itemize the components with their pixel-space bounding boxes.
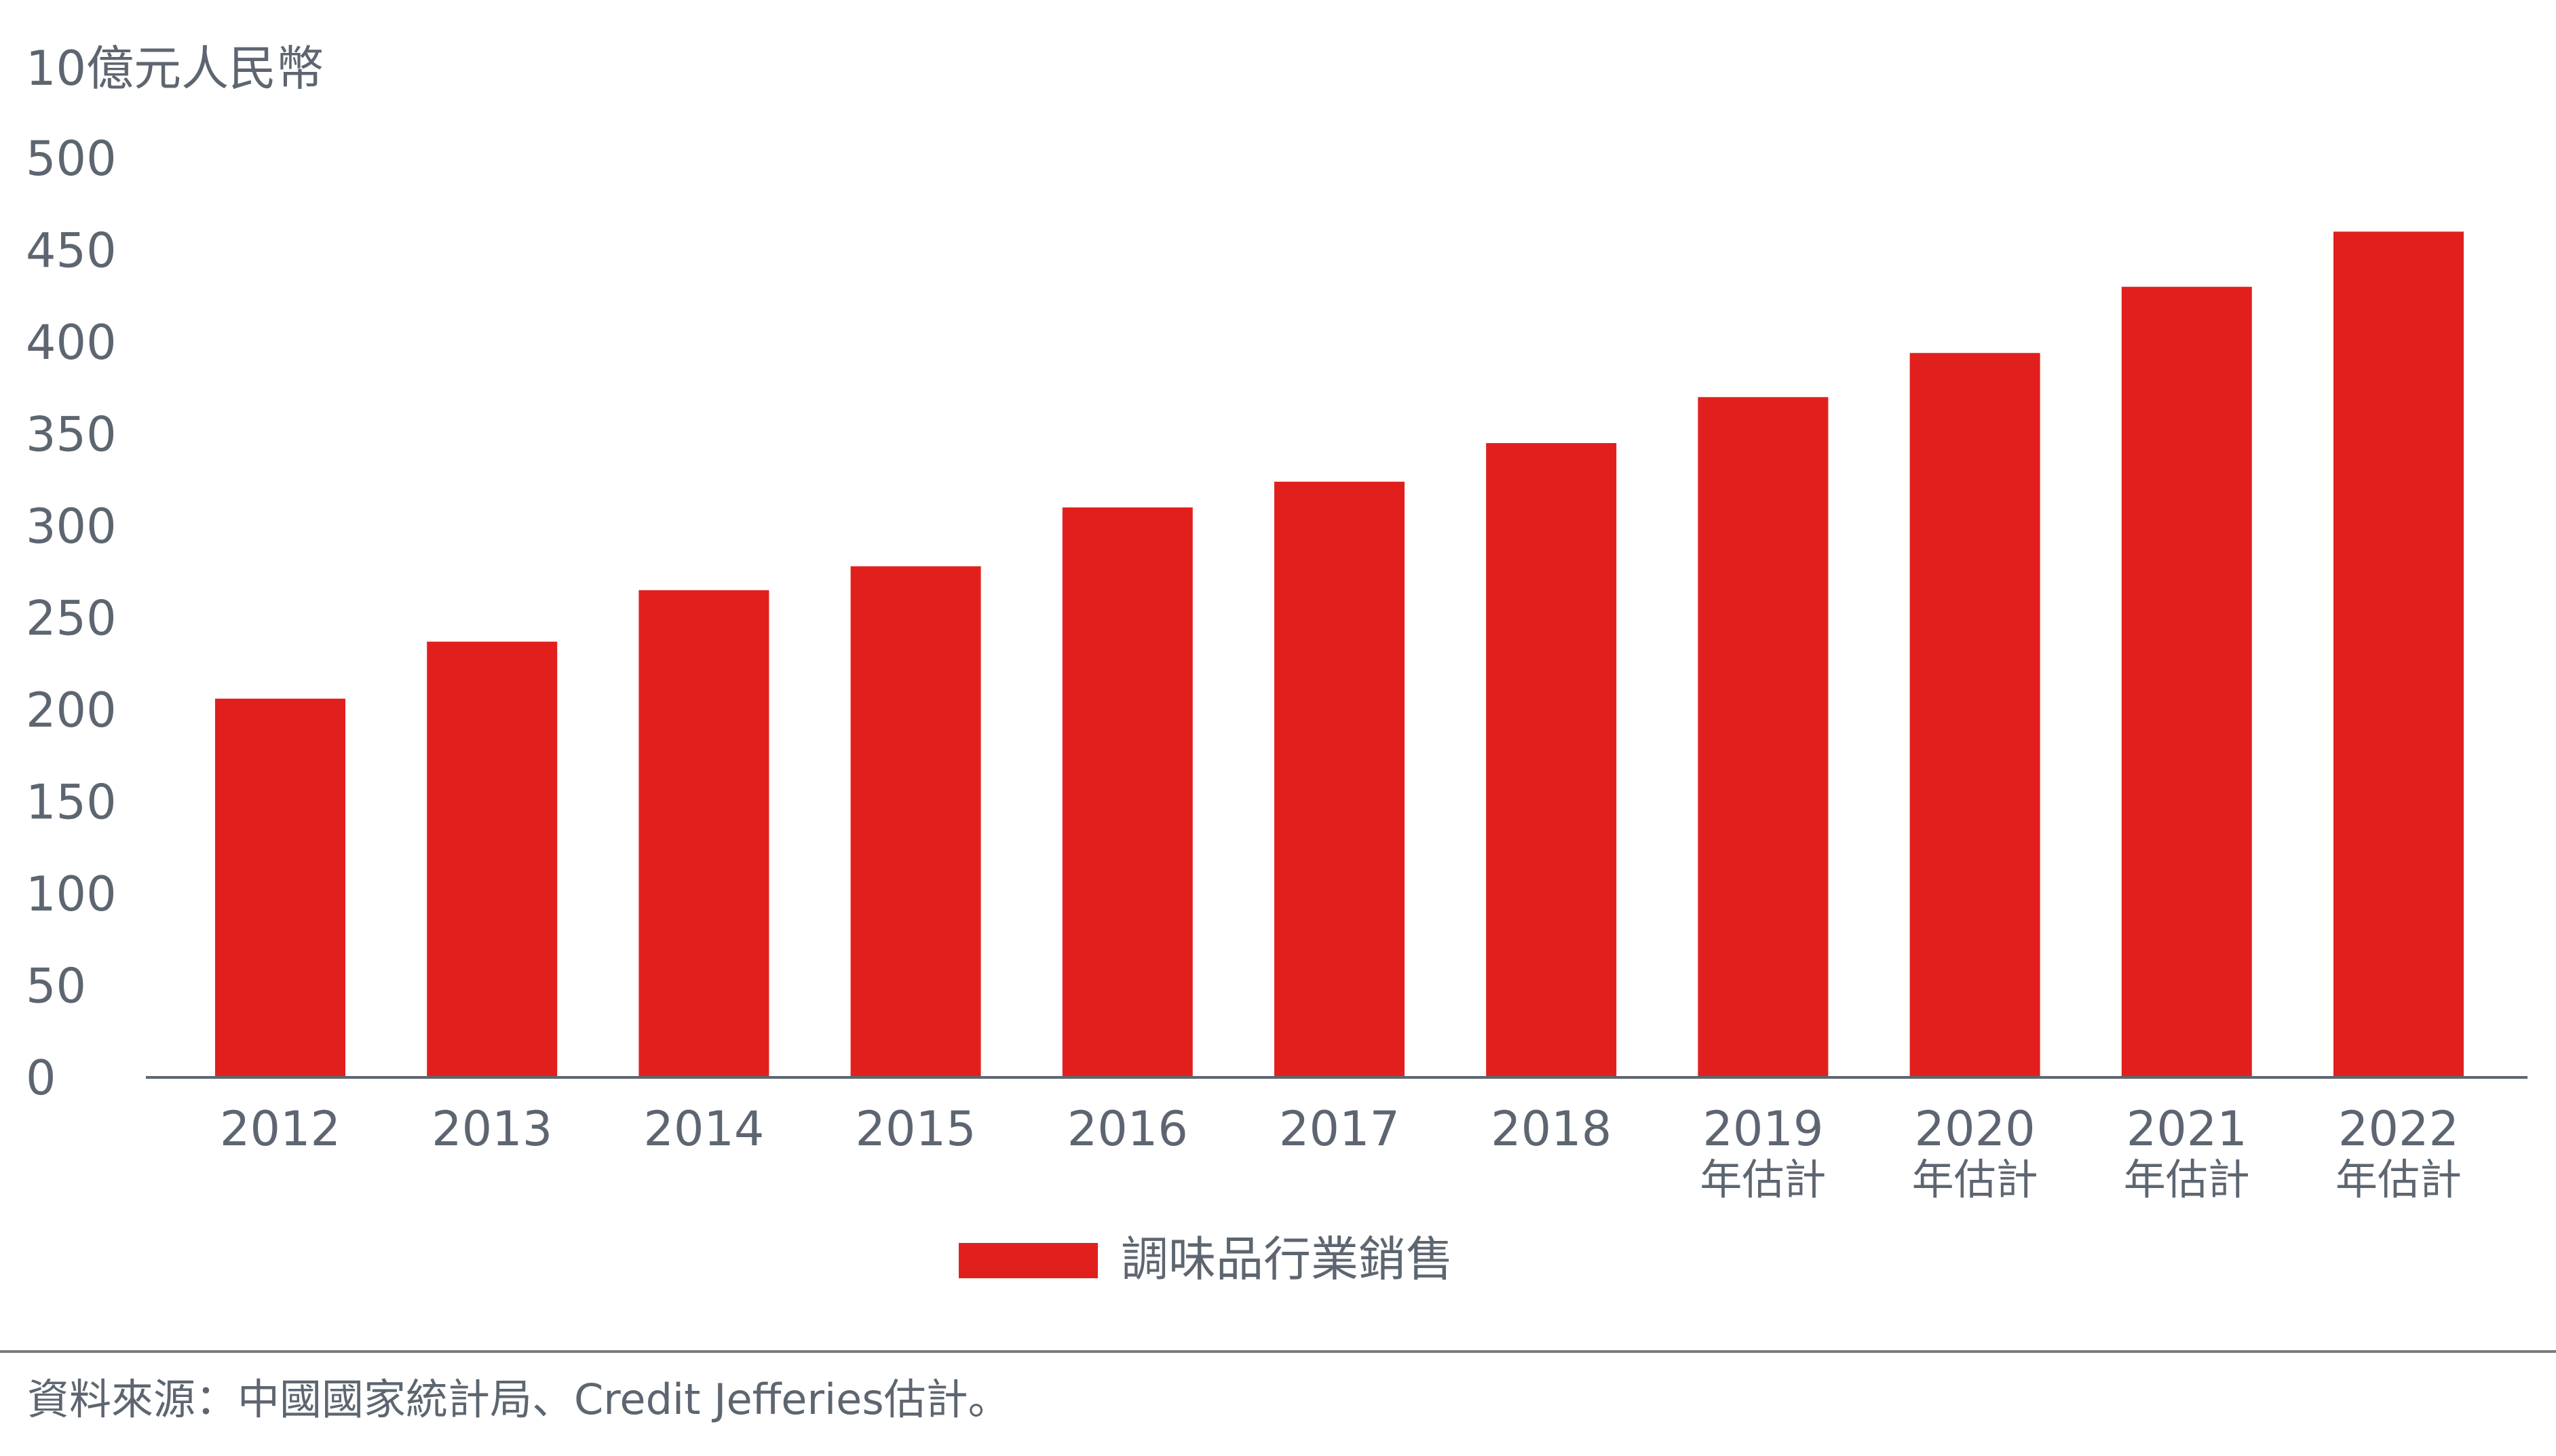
bar-2012 [215,698,345,1077]
y-tick-label: 200 [26,683,117,738]
x-tick-label: 2014 [643,1101,764,1157]
x-tick-label: 2020 [1915,1101,2036,1157]
x-tick-label: 2012 [220,1101,341,1157]
y-tick-label: 300 [26,499,117,554]
bar-2014 [638,590,769,1077]
y-tick-label: 350 [26,407,117,463]
bar-2020 [1909,353,2040,1077]
x-tick-label: 2016 [1067,1101,1188,1157]
bar-chart: 10億元人民幣 0 50 100 150 200 250 300 350 400 450 500 201… [26,41,2528,1287]
bar-2016 [1062,507,1193,1077]
y-tick-label: 150 [26,775,117,830]
bar-2013 [427,641,558,1077]
y-tick-label: 100 [26,866,117,922]
y-tick-label: 250 [26,591,117,647]
source-note: 資料來源：中國國家統計局、Credit Jefferies估計。 [27,1375,1010,1424]
y-axis-label: 10億元人民幣 [26,41,324,96]
x-tick-sublabel: 年估計 [1700,1155,1826,1204]
x-tick-label: 2019 [1702,1101,1823,1157]
x-tick-label: 2018 [1491,1101,1611,1157]
x-tick-sublabel: 年估計 [2124,1155,2250,1204]
y-tick-label: 400 [26,315,117,370]
footer-divider [0,1350,2556,1353]
x-tick-label: 2021 [2126,1101,2247,1157]
bar-2015 [850,566,981,1077]
bar-2021 [2121,286,2252,1078]
x-tick-label: 2022 [2338,1101,2459,1157]
y-tick-label: 450 [26,223,117,279]
legend-label: 調味品行業銷售 [1121,1231,1453,1287]
y-tick-label: 50 [26,959,86,1014]
y-tick-label: 0 [26,1050,56,1106]
x-tick-label: 2017 [1279,1101,1400,1157]
bar-2018 [1486,443,1617,1077]
bar-2022 [2333,231,2464,1077]
x-tick-sublabel: 年估計 [2335,1155,2462,1204]
legend-swatch [959,1243,1098,1278]
x-tick-sublabel: 年估計 [1912,1155,2038,1204]
bar-2019 [1698,397,1829,1077]
bar-2017 [1274,481,1405,1077]
x-tick-label: 2013 [432,1101,552,1157]
y-tick-label: 500 [26,131,117,187]
x-tick-label: 2015 [856,1101,976,1157]
chart: 10億元人民幣 0 50 100 150 200 250 300 350 400 450 500 201… [26,41,2528,1287]
